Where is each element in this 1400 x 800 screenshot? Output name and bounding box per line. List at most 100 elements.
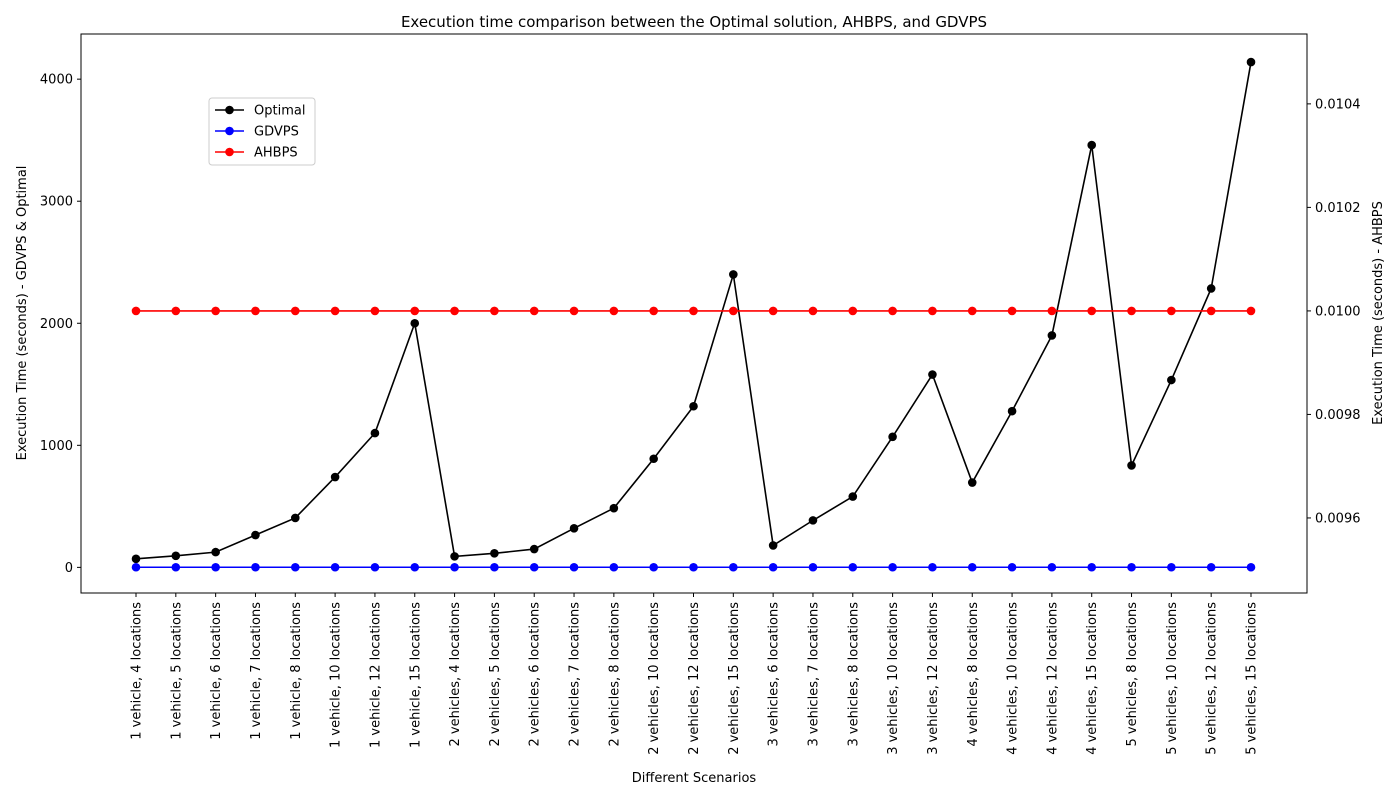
x-tick-label: 2 vehicles, 7 locations — [568, 602, 583, 747]
legend-label-ahbps: AHBPS — [254, 146, 298, 161]
x-tick-label: 4 vehicles, 8 locations — [966, 602, 981, 747]
x-tick-label: 3 vehicles, 6 locations — [767, 602, 782, 747]
x-tick-label: 5 vehicles, 15 locations — [1245, 602, 1260, 755]
legend-marker-gdvps — [225, 126, 234, 136]
y-right-tick-label: 0.0098 — [1315, 408, 1361, 423]
data-point-ahbps — [649, 306, 658, 316]
legend: Optimal GDVPS AHBPS — [208, 97, 316, 166]
data-point-optimal — [848, 492, 858, 501]
data-point-gdvps — [450, 562, 459, 572]
x-tick-label: 1 vehicle, 7 locations — [249, 602, 264, 740]
series-layer — [131, 57, 1256, 572]
chart-title: Execution time comparison between the Op… — [401, 13, 987, 31]
data-point-optimal — [290, 513, 300, 523]
y-left-tick-label: 3000 — [40, 195, 73, 210]
data-point-optimal — [1246, 57, 1256, 67]
data-point-ahbps — [490, 306, 499, 316]
data-point-ahbps — [1246, 306, 1256, 316]
x-tick-label: 1 vehicle, 8 locations — [289, 602, 304, 740]
data-point-optimal — [689, 401, 698, 411]
y-right-tick-label: 0.0102 — [1315, 201, 1361, 216]
data-point-ahbps — [768, 306, 778, 316]
data-point-gdvps — [1206, 562, 1216, 572]
data-point-gdvps — [330, 562, 340, 572]
data-point-optimal — [211, 547, 220, 557]
y-left-tick-label: 2000 — [40, 317, 73, 332]
data-point-gdvps — [1087, 562, 1097, 572]
x-tick-label: 1 vehicle, 10 locations — [329, 602, 344, 748]
data-point-optimal — [490, 549, 499, 558]
data-point-ahbps — [450, 306, 459, 316]
data-point-optimal — [569, 524, 579, 533]
x-tick-label: 2 vehicles, 4 locations — [448, 602, 463, 747]
data-point-ahbps — [330, 306, 340, 316]
data-point-gdvps — [689, 562, 698, 572]
x-tick-label: 4 vehicles, 10 locations — [1006, 602, 1021, 755]
data-point-gdvps — [370, 562, 380, 572]
data-point-optimal — [768, 541, 778, 550]
data-point-optimal — [808, 516, 818, 525]
data-point-gdvps — [609, 562, 619, 572]
x-tick-label: 2 vehicles, 6 locations — [528, 602, 543, 747]
data-point-ahbps — [609, 306, 619, 316]
data-point-gdvps — [490, 562, 499, 572]
data-point-gdvps — [1007, 562, 1017, 572]
x-tick-label: 1 vehicle, 15 locations — [408, 602, 423, 748]
data-point-gdvps — [768, 562, 778, 572]
data-point-gdvps — [1047, 562, 1057, 572]
data-point-optimal — [967, 478, 977, 487]
data-point-optimal — [1167, 375, 1176, 385]
data-point-optimal — [1206, 284, 1216, 293]
data-point-optimal — [1087, 140, 1097, 150]
x-tick-label: 3 vehicles, 10 locations — [886, 602, 901, 755]
data-point-gdvps — [131, 562, 141, 572]
axes-layer: 0 1000 2000 3000 4000 0.0096 0.0098 0.0100 0.010… — [40, 33, 1361, 755]
x-tick-label: 1 vehicle, 12 locations — [368, 602, 383, 748]
data-point-gdvps — [729, 562, 738, 572]
data-point-optimal — [450, 552, 459, 561]
data-point-ahbps — [689, 306, 698, 316]
data-point-gdvps — [290, 562, 300, 572]
data-point-optimal — [888, 432, 897, 442]
data-point-gdvps — [848, 562, 858, 572]
data-point-ahbps — [251, 306, 260, 316]
legend-marker-optimal — [225, 105, 234, 115]
x-axis-label: Different Scenarios — [632, 771, 757, 786]
legend-label-optimal: Optimal — [254, 104, 305, 119]
x-tick-label: 3 vehicles, 8 locations — [846, 602, 861, 747]
y-left-tick-label: 1000 — [40, 439, 73, 454]
data-point-gdvps — [808, 562, 818, 572]
data-point-ahbps — [1206, 306, 1216, 316]
data-point-ahbps — [1167, 306, 1176, 316]
data-point-ahbps — [1047, 306, 1057, 316]
data-point-ahbps — [290, 306, 300, 316]
y-right-tick-label: 0.0100 — [1315, 304, 1361, 319]
data-point-optimal — [251, 530, 260, 540]
x-tick-label: 4 vehicles, 12 locations — [1045, 602, 1060, 755]
y-left-tick-label: 4000 — [40, 73, 73, 88]
data-point-ahbps — [131, 306, 141, 316]
data-point-gdvps — [928, 562, 937, 572]
data-point-ahbps — [888, 306, 897, 316]
x-tick-label: 2 vehicles, 12 locations — [687, 602, 702, 755]
data-point-ahbps — [211, 306, 220, 316]
data-point-gdvps — [251, 562, 260, 572]
y-axis-right-label: Execution Time (seconds) - AHBPS — [1371, 201, 1386, 425]
data-point-ahbps — [410, 306, 420, 316]
data-point-ahbps — [967, 306, 977, 316]
data-point-gdvps — [410, 562, 420, 572]
data-point-ahbps — [370, 306, 380, 316]
data-point-gdvps — [967, 562, 977, 572]
x-tick-label: 3 vehicles, 12 locations — [926, 602, 941, 755]
y-right-tick-label: 0.0104 — [1315, 97, 1361, 112]
x-tick-label: 3 vehicles, 7 locations — [806, 602, 821, 747]
x-tick-label: 1 vehicle, 4 locations — [130, 602, 145, 740]
data-point-optimal — [410, 318, 420, 328]
x-tick-label: 5 vehicles, 8 locations — [1125, 602, 1140, 747]
data-point-ahbps — [808, 306, 818, 316]
data-point-gdvps — [1167, 562, 1176, 572]
data-point-optimal — [649, 454, 658, 464]
data-point-gdvps — [529, 562, 539, 572]
